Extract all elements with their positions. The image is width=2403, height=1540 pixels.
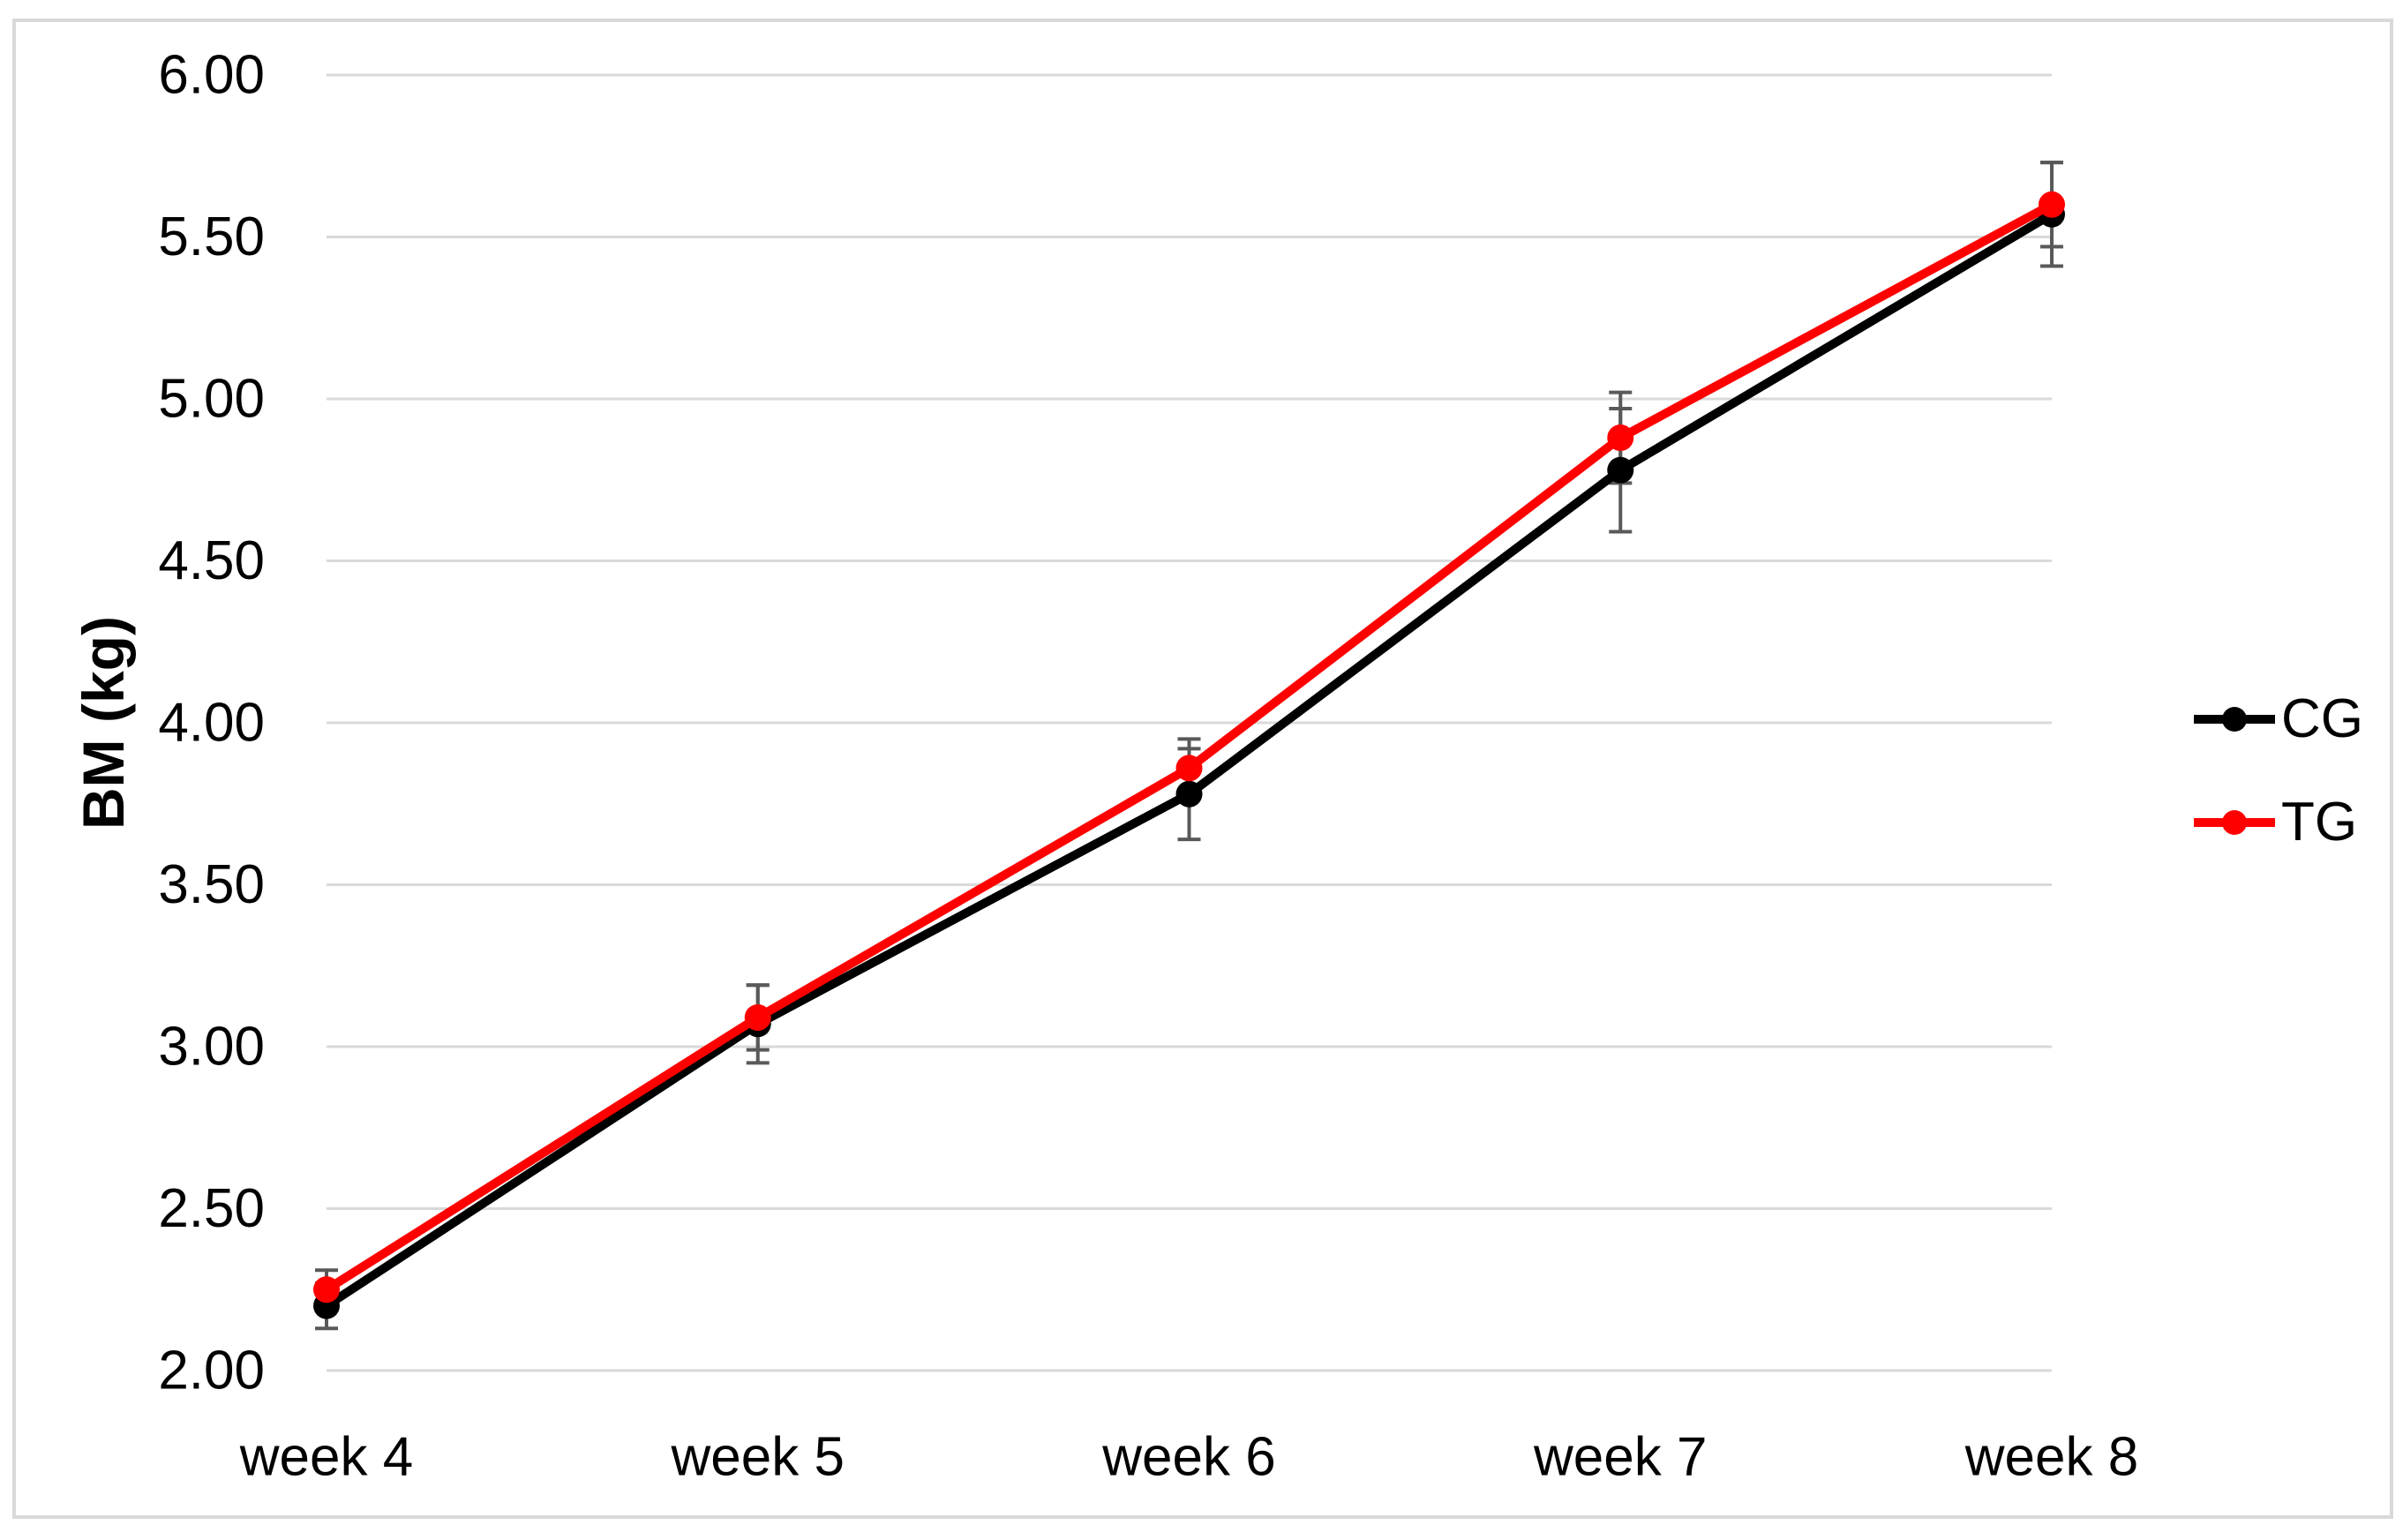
y-tick-label: 3.00: [158, 1017, 265, 1078]
y-axis-title: BM (kg): [71, 616, 136, 830]
x-tick-label: week 5: [671, 1427, 845, 1488]
legend-item-tg: TG: [2194, 782, 2363, 863]
y-tick-label: 5.00: [158, 369, 265, 430]
legend-label-cg: CG: [2281, 688, 2363, 749]
legend: CG TG: [2194, 679, 2363, 863]
y-tick-label: 2.50: [158, 1178, 265, 1239]
figure-border: [12, 19, 2393, 1519]
y-tick-label: 3.50: [158, 854, 265, 915]
legend-label-tg: TG: [2281, 792, 2358, 853]
y-tick-label: 5.50: [158, 207, 265, 267]
y-tick-label: 4.50: [158, 530, 265, 591]
x-tick-label: week 4: [239, 1427, 413, 1488]
y-tick-label: 6.00: [158, 45, 265, 106]
y-tick-label: 4.00: [158, 693, 265, 754]
data-point-tg: [313, 1276, 340, 1303]
data-point-tg: [2039, 191, 2065, 218]
data-point-tg: [744, 1003, 771, 1031]
cg-line-marker-icon: [2194, 707, 2275, 732]
legend-item-cg: CG: [2194, 679, 2363, 760]
data-point-cg: [1607, 456, 1634, 484]
data-point-cg: [1175, 780, 1203, 808]
x-tick-label: week 6: [1101, 1427, 1275, 1488]
x-tick-label: week 8: [1964, 1427, 2138, 1488]
data-point-tg: [1175, 755, 1203, 782]
tg-line-marker-icon: [2194, 810, 2275, 835]
data-point-tg: [1607, 424, 1634, 452]
x-tick-label: week 7: [1533, 1427, 1707, 1488]
y-tick-label: 2.00: [158, 1341, 265, 1401]
